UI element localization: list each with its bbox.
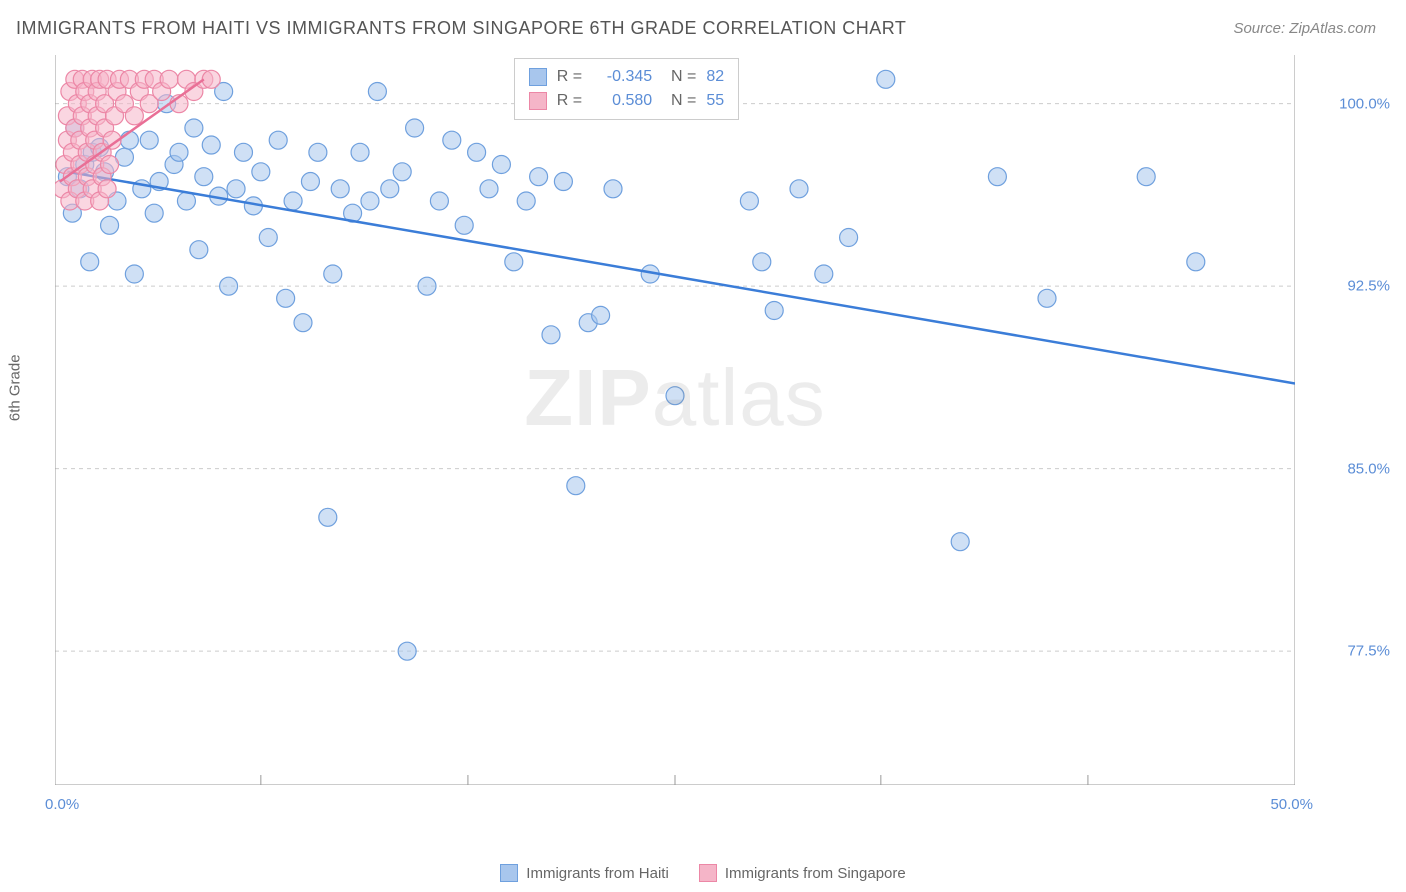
stats-swatch-haiti xyxy=(529,68,547,86)
scatter-plot-svg xyxy=(55,55,1295,785)
chart-title: IMMIGRANTS FROM HAITI VS IMMIGRANTS FROM… xyxy=(16,18,906,39)
legend-label-haiti: Immigrants from Haiti xyxy=(526,865,669,882)
chart-source: Source: ZipAtlas.com xyxy=(1233,20,1376,37)
legend-item-singapore: Immigrants from Singapore xyxy=(699,864,906,882)
stats-r-singapore: 0.580 xyxy=(592,89,652,113)
y-tick-label: 100.0% xyxy=(1339,95,1390,112)
stats-r-haiti: -0.345 xyxy=(592,65,652,89)
legend-swatch-singapore xyxy=(699,864,717,882)
legend-swatch-haiti xyxy=(500,864,518,882)
x-tick-right: 50.0% xyxy=(1270,796,1313,813)
stats-n-singapore: 55 xyxy=(706,89,724,113)
y-tick-label: 77.5% xyxy=(1347,643,1390,660)
stats-row-haiti: R = -0.345 N = 82 xyxy=(529,65,724,89)
y-tick-label: 85.0% xyxy=(1347,460,1390,477)
footer-legend: Immigrants from Haiti Immigrants from Si… xyxy=(0,864,1406,882)
stats-row-singapore: R = 0.580 N = 55 xyxy=(529,89,724,113)
x-tick-left: 0.0% xyxy=(45,796,79,813)
stats-n-haiti: 82 xyxy=(706,65,724,89)
correlation-stats-box: R = -0.345 N = 82 R = 0.580 N = 55 xyxy=(514,58,739,120)
stats-swatch-singapore xyxy=(529,92,547,110)
chart-header: IMMIGRANTS FROM HAITI VS IMMIGRANTS FROM… xyxy=(0,0,1406,47)
legend-item-haiti: Immigrants from Haiti xyxy=(500,864,669,882)
y-axis-label: 6th Grade xyxy=(7,354,24,421)
chart-plot-area: ZIPatlas R = -0.345 N = 82 R = 0.580 N =… xyxy=(55,55,1295,785)
legend-label-singapore: Immigrants from Singapore xyxy=(725,865,906,882)
y-tick-label: 92.5% xyxy=(1347,278,1390,295)
